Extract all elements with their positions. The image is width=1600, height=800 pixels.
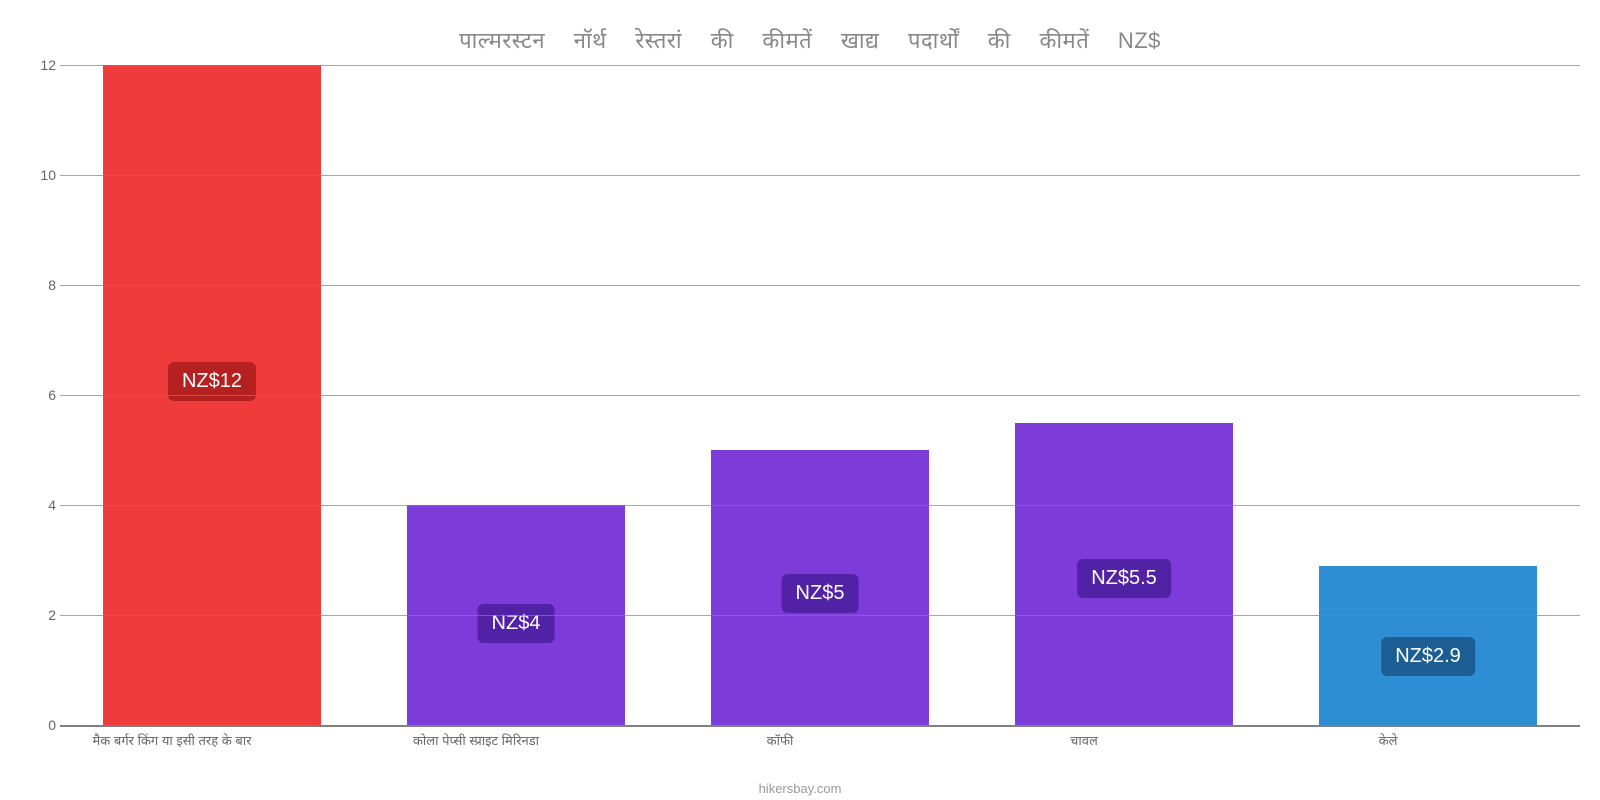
x-tick-label: कॉफी xyxy=(628,729,932,751)
gridline xyxy=(60,395,1580,396)
gridline xyxy=(60,175,1580,176)
y-tick-label: 8 xyxy=(32,277,56,293)
attribution-text: hikersbay.com xyxy=(0,781,1600,796)
price-bar-chart: पाल्मरस्टन नॉर्थ रेस्तरां की कीमतें खाद्… xyxy=(0,0,1600,800)
value-badge: NZ$2.9 xyxy=(1381,637,1475,676)
y-tick-label: 10 xyxy=(32,167,56,183)
chart-title: पाल्मरस्टन नॉर्थ रेस्तरां की कीमतें खाद्… xyxy=(40,28,1580,57)
gridline xyxy=(60,285,1580,286)
x-tick-label: मैक बर्गर किंग या इसी तरह के बार xyxy=(20,729,324,751)
bar: NZ$5 xyxy=(711,450,930,725)
x-axis-labels: मैक बर्गर किंग या इसी तरह के बारकोला पेप… xyxy=(20,729,1540,751)
plot-area: NZ$12NZ$4NZ$5NZ$5.5NZ$2.9 024681012 xyxy=(60,65,1580,725)
y-tick-label: 6 xyxy=(32,387,56,403)
value-badge: NZ$5 xyxy=(782,574,859,613)
bar: NZ$2.9 xyxy=(1319,566,1538,726)
value-badge: NZ$4 xyxy=(478,604,555,643)
y-tick-label: 4 xyxy=(32,497,56,513)
y-tick-label: 2 xyxy=(32,607,56,623)
x-tick-label: कोला पेप्सी स्प्राइट मिरिनडा xyxy=(324,729,628,751)
y-tick-label: 12 xyxy=(32,57,56,73)
gridline xyxy=(60,615,1580,616)
gridline xyxy=(60,65,1580,66)
gridline xyxy=(60,725,1580,727)
value-badge: NZ$5.5 xyxy=(1077,559,1171,598)
x-tick-label: चावल xyxy=(932,729,1236,751)
gridline xyxy=(60,505,1580,506)
x-tick-label: केले xyxy=(1236,729,1540,751)
bar: NZ$5.5 xyxy=(1015,423,1234,726)
